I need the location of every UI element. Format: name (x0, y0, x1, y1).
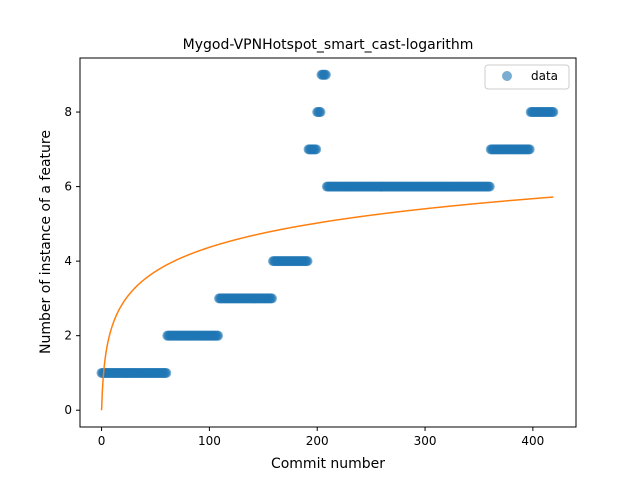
fit-line (100, 196, 554, 411)
x-tick-label: 400 (521, 434, 544, 448)
legend-box (484, 64, 570, 90)
data-point (266, 293, 277, 304)
data-point (302, 256, 313, 267)
y-tick-label: 6 (64, 180, 72, 194)
chart-title: Mygod-VPNHotspot_smart_cast-logarithm (183, 37, 474, 53)
data-point (315, 107, 326, 118)
data-point (311, 144, 322, 155)
y-axis: 0 2 4 6 8 (64, 105, 80, 417)
x-tick-label: 0 (98, 434, 106, 448)
plot-frame (79, 57, 577, 428)
y-tick-label: 8 (64, 105, 72, 119)
y-tick-label: 2 (64, 329, 72, 343)
y-tick-label: 0 (64, 403, 72, 417)
x-tick-label: 200 (306, 434, 329, 448)
data-point (548, 107, 559, 118)
x-tick-label: 100 (198, 434, 221, 448)
y-tick-label: 4 (64, 254, 72, 268)
data-layer (96, 69, 559, 411)
data-point (213, 330, 224, 341)
data-point (161, 367, 172, 378)
y-axis-label: Number of instance of a feature (38, 130, 54, 354)
legend-marker-data (502, 71, 512, 81)
data-point (320, 69, 331, 80)
data-point (484, 181, 495, 192)
x-axis-label: Commit number (271, 456, 385, 472)
x-axis: 0 100 200 300 400 (98, 427, 544, 448)
legend-label-data: data (531, 69, 558, 83)
legend: data (484, 64, 570, 90)
x-tick-label: 300 (414, 434, 437, 448)
data-point (524, 144, 535, 155)
